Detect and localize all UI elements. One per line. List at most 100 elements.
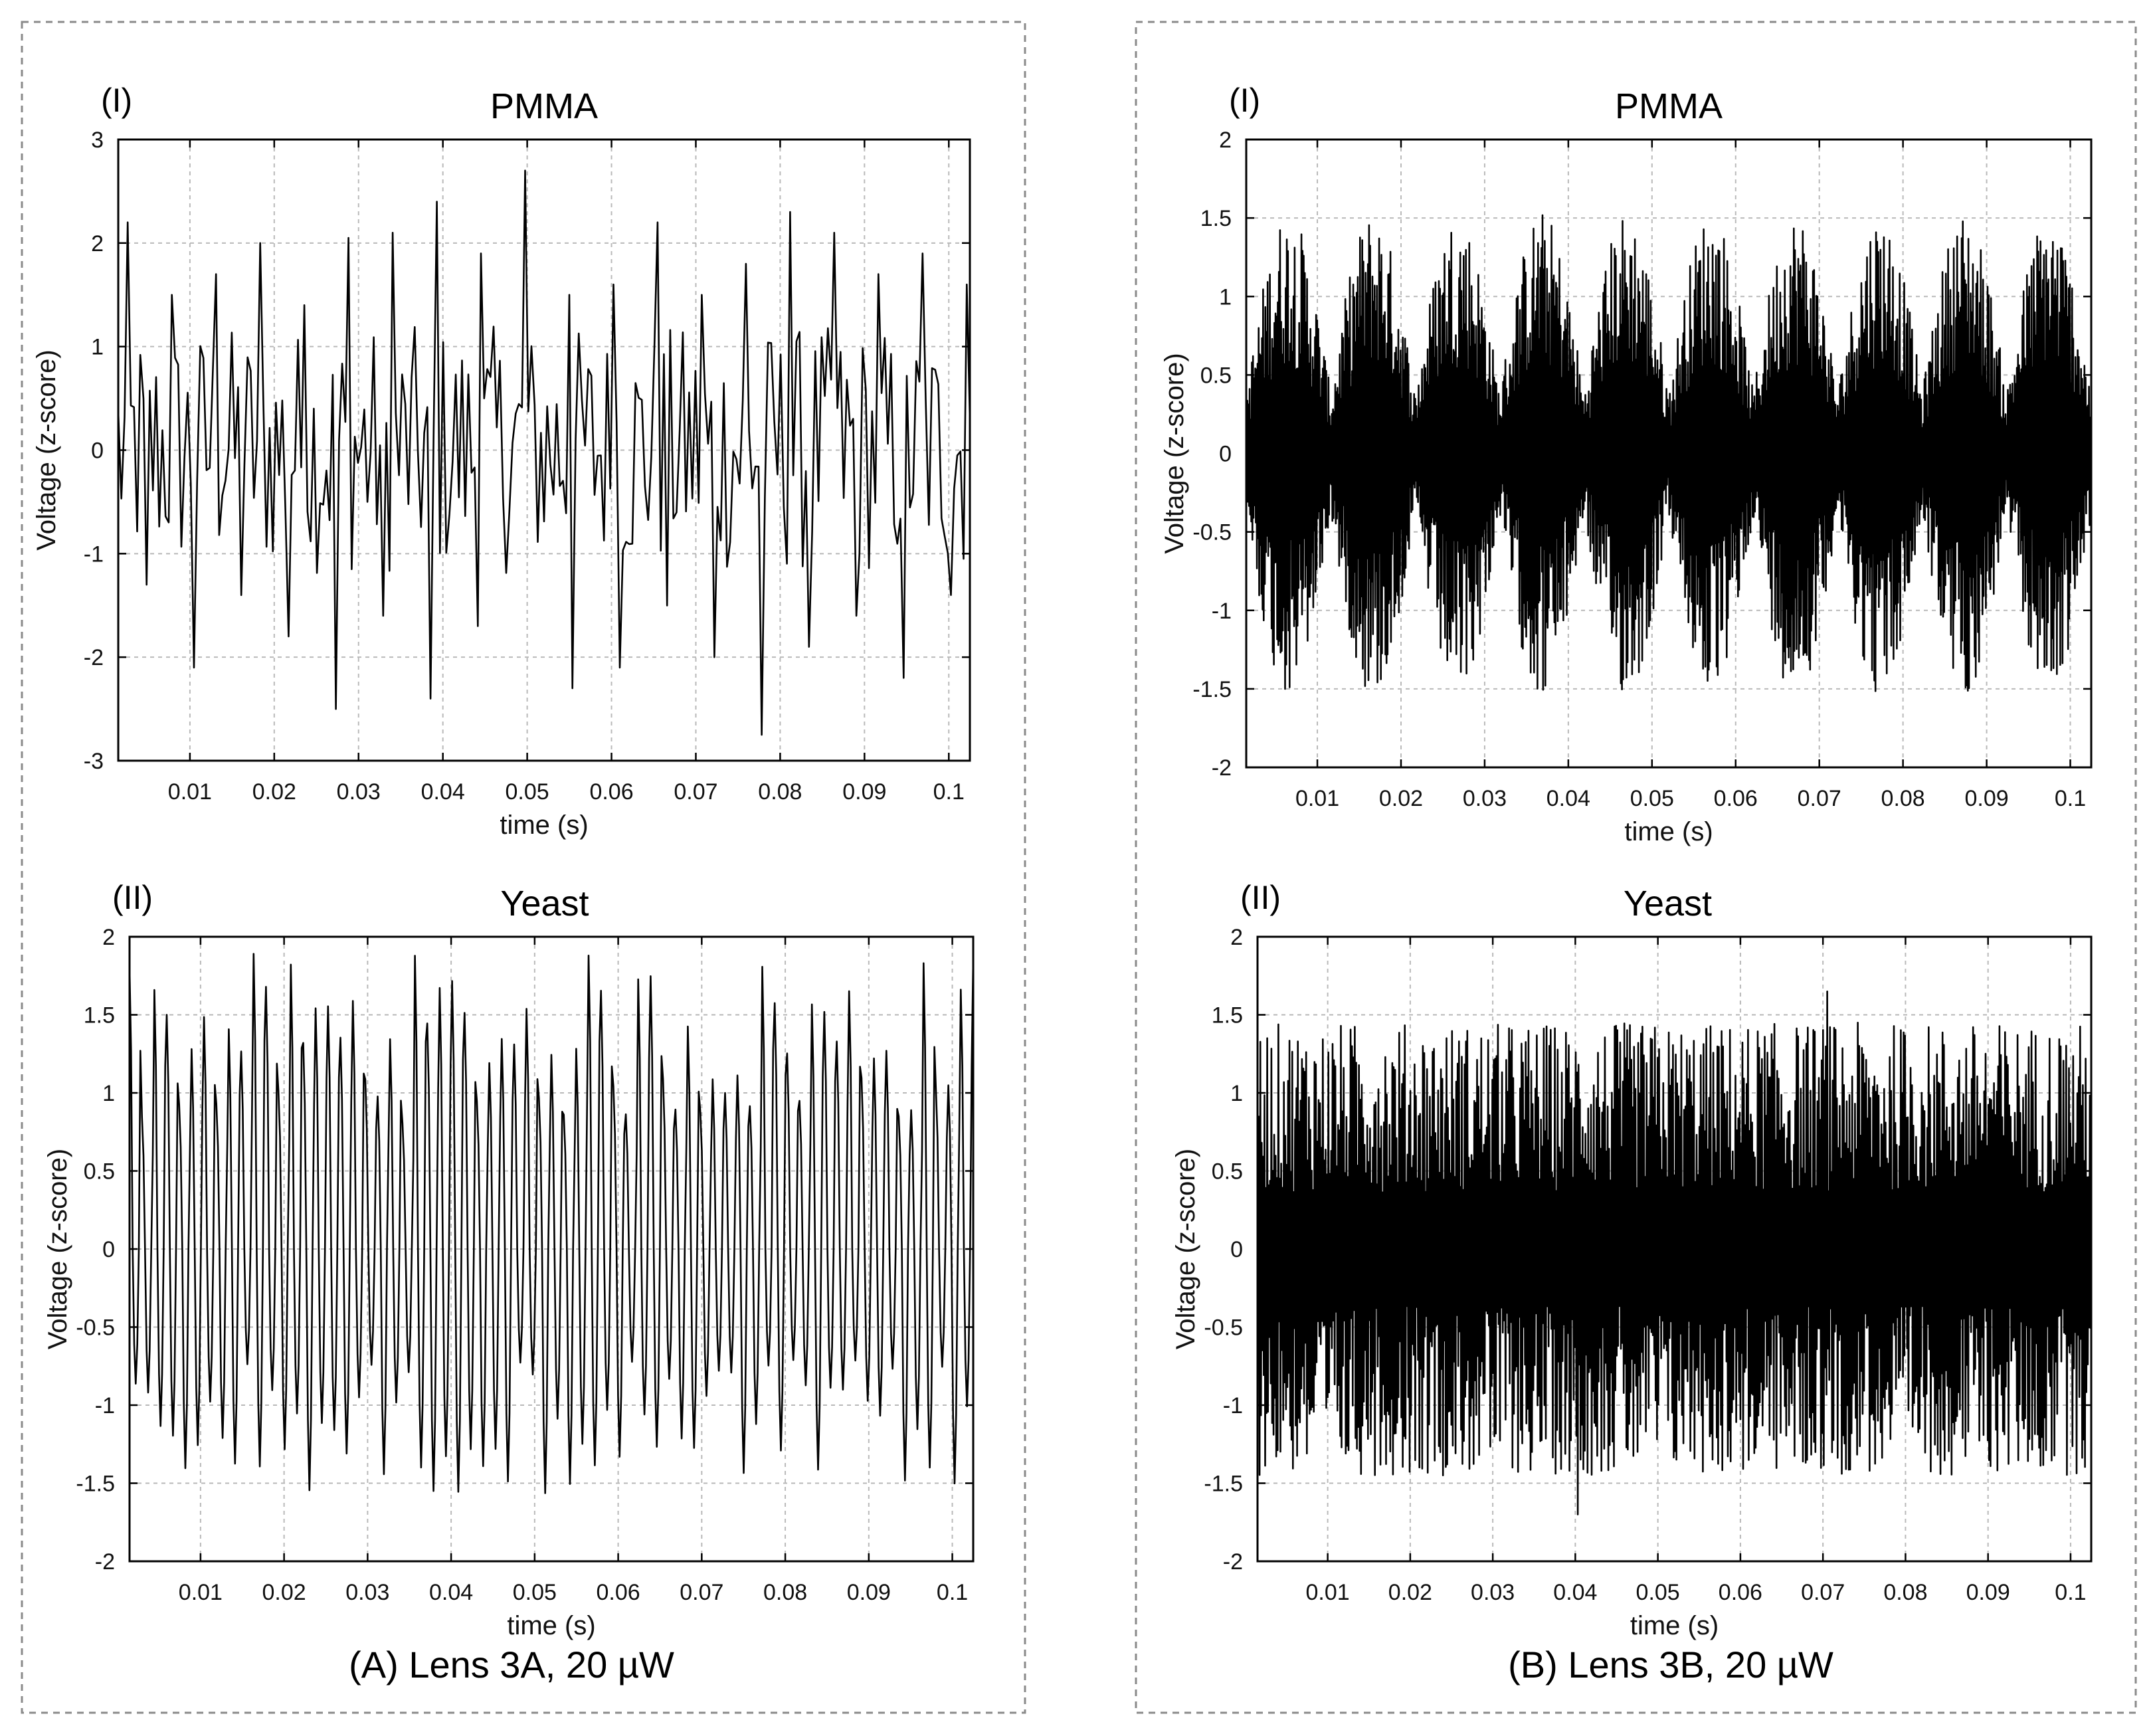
y-tick-label: -1.5 <box>1192 677 1232 702</box>
x-tick-label: 0.04 <box>1553 1580 1597 1605</box>
x-tick-label: 0.08 <box>758 779 802 805</box>
x-tick-label: 0.1 <box>937 1580 968 1605</box>
y-axis-label: Voltage (z-score) <box>1171 1149 1200 1349</box>
panel-b-caption: (B) Lens 3B, 20 µW <box>1508 1644 1833 1686</box>
signal-trace <box>128 953 975 1494</box>
y-tick-label: 1.5 <box>1200 206 1232 231</box>
y-tick-label: -0.5 <box>76 1315 115 1341</box>
x-tick-label: 0.01 <box>168 779 212 805</box>
y-tick-label: 1 <box>91 335 104 360</box>
x-axis-label: time (s) <box>500 811 588 840</box>
y-tick-label: -1 <box>84 541 104 567</box>
y-tick-label: 0.5 <box>84 1159 115 1185</box>
y-tick-label: 2 <box>102 925 115 950</box>
x-tick-label: 0.08 <box>1881 786 1925 811</box>
y-tick-label: 2 <box>1230 925 1243 950</box>
y-tick-label: 0.5 <box>1212 1159 1243 1185</box>
x-tick-label: 0.03 <box>1463 786 1507 811</box>
x-tick-label: 0.04 <box>1546 786 1590 811</box>
x-tick-label: 0.03 <box>337 779 381 805</box>
x-tick-label: 0.08 <box>763 1580 807 1605</box>
chart-a-i: 0.01 0.02 0.03 0.04 0.05 0.06 0.07 0.08 0.09 0.1 -… <box>32 82 971 840</box>
y-tick-label: 0.5 <box>1200 363 1232 388</box>
y-axis-label: Voltage (z-score) <box>43 1149 72 1349</box>
y-tick-label: -1 <box>1212 599 1232 624</box>
y-axis-label: Voltage (z-score) <box>1160 353 1189 553</box>
y-tick-label: 1 <box>1230 1081 1243 1106</box>
chart-title: Yeast <box>1624 884 1712 923</box>
y-tick-label: 1 <box>1219 284 1232 310</box>
y-tick-label: 0 <box>102 1237 115 1262</box>
x-tick-label: 0.04 <box>421 779 465 805</box>
chart-title: Yeast <box>500 884 589 923</box>
x-tick-label: 0.08 <box>1883 1580 1927 1605</box>
y-tick-label: 1.5 <box>1212 1003 1243 1028</box>
x-tick-label: 0.04 <box>429 1580 473 1605</box>
x-tick-label: 0.07 <box>1801 1580 1845 1605</box>
panel-a-caption: (A) Lens 3A, 20 µW <box>349 1644 674 1686</box>
x-tick-label: 0.06 <box>589 779 633 805</box>
x-tick-label: 0.1 <box>2055 786 2086 811</box>
y-tick-label: -0.5 <box>1204 1315 1243 1341</box>
signal-trace <box>1256 991 2093 1515</box>
chart-a-ii: 0.01 0.02 0.03 0.04 0.05 0.06 0.07 0.08 0.09 0.1 -… <box>43 879 975 1640</box>
x-tick-label: 0.01 <box>1306 1580 1350 1605</box>
y-tick-label: 2 <box>1219 128 1232 153</box>
x-tick-label: 0.05 <box>506 779 549 805</box>
y-tick-label: -1.5 <box>76 1472 115 1497</box>
y-tick-label: -1 <box>1223 1393 1243 1418</box>
x-tick-label: 0.09 <box>1964 786 2008 811</box>
x-tick-label: 0.03 <box>345 1580 389 1605</box>
chart-index-label: (II) <box>1240 879 1281 916</box>
chart-title: PMMA <box>1615 86 1723 126</box>
x-tick-label: 0.02 <box>1379 786 1423 811</box>
chart-title: PMMA <box>490 86 598 126</box>
y-tick-label: 0 <box>1219 442 1232 467</box>
signal-trace <box>1245 214 2093 692</box>
x-axis-label: time (s) <box>1624 817 1713 846</box>
x-tick-label: 0.06 <box>1719 1580 1762 1605</box>
x-tick-label: 0.09 <box>1966 1580 2010 1605</box>
x-tick-label: 0.05 <box>1636 1580 1680 1605</box>
x-tick-label: 0.06 <box>597 1580 640 1605</box>
x-tick-label: 0.01 <box>179 1580 223 1605</box>
x-axis-label: time (s) <box>1630 1611 1719 1640</box>
x-axis-label: time (s) <box>507 1611 595 1640</box>
y-tick-label: 1.5 <box>84 1003 115 1028</box>
x-tick-label: 0.09 <box>847 1580 891 1605</box>
y-tick-label: -0.5 <box>1192 520 1232 545</box>
y-tick-label: 0 <box>1230 1237 1243 1262</box>
signal-trace <box>117 169 971 736</box>
chart-index-label: (I) <box>1229 82 1260 119</box>
x-tick-label: 0.06 <box>1714 786 1758 811</box>
chart-index-label: (I) <box>101 82 132 119</box>
chart-b-ii: 0.01 0.02 0.03 0.04 0.05 0.06 0.07 0.08 0.09 0.1 -… <box>1171 879 2093 1640</box>
panel-b-border <box>1135 21 2137 1714</box>
y-tick-label: -2 <box>1212 755 1232 781</box>
x-tick-label: 0.02 <box>1388 1580 1432 1605</box>
y-tick-label: -2 <box>95 1549 115 1575</box>
y-tick-label: -3 <box>84 749 104 774</box>
x-tick-label: 0.02 <box>262 1580 306 1605</box>
x-tick-label: 0.05 <box>513 1580 557 1605</box>
x-tick-label: 0.02 <box>252 779 296 805</box>
y-tick-label: -1 <box>95 1393 115 1418</box>
y-tick-label: 2 <box>91 231 104 256</box>
chart-index-label: (II) <box>112 879 153 916</box>
y-tick-label: 1 <box>102 1081 115 1106</box>
y-tick-label: -2 <box>1223 1549 1243 1575</box>
x-tick-label: 0.01 <box>1295 786 1339 811</box>
y-tick-label: 0 <box>91 438 104 464</box>
x-tick-label: 0.1 <box>933 779 965 805</box>
y-tick-label: -2 <box>84 645 104 670</box>
y-axis-label: Voltage (z-score) <box>32 349 61 550</box>
x-tick-label: 0.03 <box>1471 1580 1515 1605</box>
x-tick-label: 0.1 <box>2055 1580 2086 1605</box>
x-tick-label: 0.05 <box>1630 786 1674 811</box>
x-tick-label: 0.07 <box>674 779 717 805</box>
panel-a-border <box>21 21 1026 1714</box>
x-tick-label: 0.07 <box>1798 786 1841 811</box>
x-tick-label: 0.09 <box>842 779 886 805</box>
x-tick-label: 0.07 <box>680 1580 723 1605</box>
